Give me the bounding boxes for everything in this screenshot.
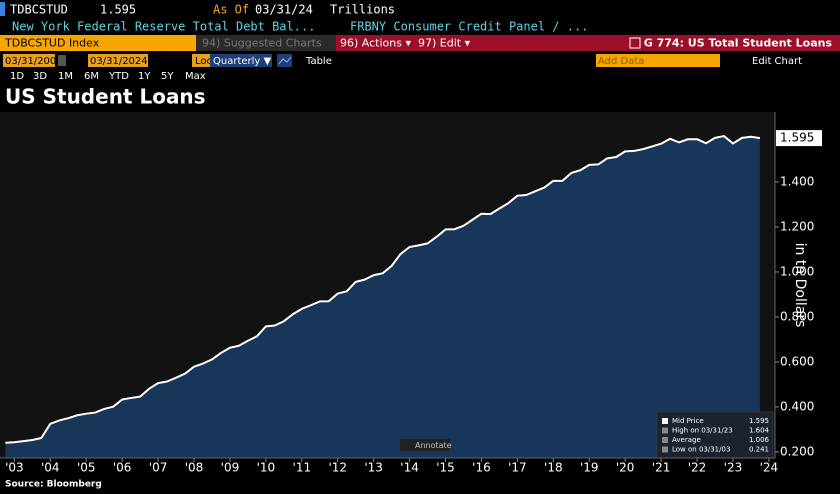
ticker: TDBCSTUD [10, 3, 68, 17]
suggested-box[interactable] [196, 35, 336, 51]
as-of-label: As Of [213, 3, 249, 17]
calendar-icon[interactable] [58, 55, 66, 66]
last-value-box [776, 130, 822, 147]
x-tick-label: '20 [616, 461, 635, 475]
range-button[interactable]: 6M [84, 71, 99, 82]
table-button[interactable]: Table [305, 56, 332, 67]
legend-swatch [662, 418, 668, 424]
chart-icon-glyph [278, 56, 292, 65]
x-tick-label: '12 [328, 461, 347, 475]
y-axis-label: in tn Dollars [792, 243, 808, 328]
y-tick-label: 0.200 [780, 444, 814, 458]
x-tick-label: '14 [400, 461, 419, 475]
security[interactable]: TDBCSTUD Index [4, 37, 100, 50]
popout-icon[interactable] [629, 37, 641, 49]
end-date[interactable]: 03/31/2024 [90, 56, 148, 67]
range-button[interactable]: 3D [33, 71, 47, 82]
legend-swatch [662, 437, 668, 443]
menu-bar [336, 35, 840, 51]
legend-value: 0.241 [749, 446, 769, 454]
source-panel: FRBNY Consumer Credit Panel / ... [350, 20, 588, 34]
x-tick-label: '10 [257, 461, 276, 475]
x-tick-label: '23 [724, 461, 743, 475]
legend-label: High on 03/31/23 [672, 427, 733, 435]
annotate-box[interactable] [400, 439, 450, 451]
start-date-box[interactable] [3, 54, 55, 67]
legend-value: 1.604 [749, 427, 770, 435]
legend-swatch [662, 427, 668, 434]
range-button[interactable]: YTD [108, 71, 129, 82]
security-box[interactable] [0, 35, 196, 51]
x-tick-label: '16 [472, 461, 491, 475]
period-box[interactable] [210, 54, 272, 67]
y-tick-label: 0.800 [780, 309, 814, 323]
x-tick-label: '21 [652, 461, 671, 475]
last-value-label: 1.595 [780, 131, 814, 145]
legend-box [656, 411, 774, 459]
chart-title: US Student Loans [5, 85, 206, 109]
x-tick-label: '24 [760, 461, 779, 475]
x-tick-label: '08 [185, 461, 204, 475]
legend-value: 1.006 [749, 436, 770, 444]
marker [0, 2, 5, 16]
y-tick-label: 0.400 [780, 399, 814, 413]
x-tick-label: '17 [508, 461, 527, 475]
x-tick-label: '07 [149, 461, 168, 475]
x-tick-label: '15 [436, 461, 455, 475]
units: Trillions [330, 3, 395, 17]
range-button[interactable]: 1Y [138, 71, 151, 82]
legend-value: 1.595 [749, 417, 769, 425]
y-tick-label: 0.600 [780, 354, 814, 368]
y-tick-label: 1.400 [780, 174, 814, 188]
x-tick-label: '22 [688, 461, 707, 475]
x-tick-label: '13 [364, 461, 383, 475]
x-tick-label: '06 [113, 461, 132, 475]
area-fill [5, 136, 760, 458]
as-of-date: 03/31/24 [255, 3, 313, 17]
actions-menu[interactable]: 96) Actions ▾ [340, 37, 411, 50]
add-data[interactable]: Add Data [598, 56, 644, 67]
range-button[interactable]: 1M [58, 71, 73, 82]
suggested-charts[interactable]: 94) Suggested Charts [202, 37, 322, 50]
annotate[interactable]: Annotate [415, 441, 452, 450]
legend-label: Average [672, 436, 701, 444]
x-tick-label: '11 [293, 461, 312, 475]
x-tick-label: '04 [41, 461, 60, 475]
range-button[interactable]: Max [185, 71, 206, 82]
range-button[interactable]: 5Y [161, 71, 174, 82]
x-tick-label: '05 [77, 461, 96, 475]
edit-chart[interactable]: Edit Chart [752, 56, 802, 67]
period[interactable]: Quarterly ▼ [213, 56, 272, 67]
add-data-box[interactable] [596, 54, 720, 67]
x-tick-label: '18 [544, 461, 563, 475]
x-tick-label: '03 [5, 461, 24, 475]
legend-swatch [662, 446, 668, 453]
legend-label: Mid Price [672, 417, 704, 425]
start-date[interactable]: 03/31/2003 [5, 56, 63, 67]
chart-id: G 774: US Total Student Loans [644, 37, 833, 50]
x-tick-label: '09 [221, 461, 240, 475]
edit-menu[interactable]: 97) Edit ▾ [418, 37, 471, 50]
end-date-box[interactable] [88, 54, 148, 67]
x-tick-label: '19 [580, 461, 599, 475]
source: Source: Bloomberg [5, 480, 102, 490]
y-tick-label: 1.000 [780, 264, 814, 278]
range-button[interactable]: 1D [10, 71, 24, 82]
line [5, 135, 761, 444]
last-price: 1.595 [100, 3, 136, 17]
y-tick-label: 1.200 [780, 219, 814, 233]
description: New York Federal Reserve Total Debt Bal.… [12, 20, 315, 34]
legend-label: Low on 03/31/03 [672, 446, 730, 454]
